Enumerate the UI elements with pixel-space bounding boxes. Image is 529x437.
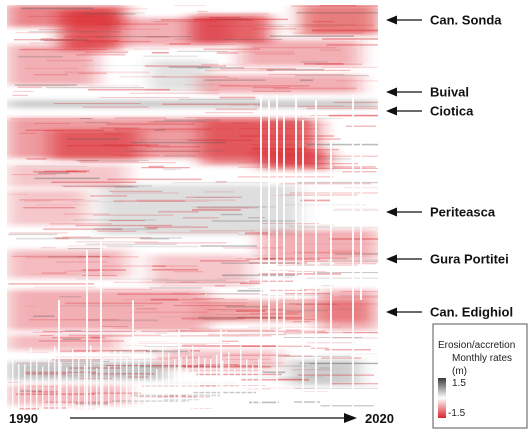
row-label-group: Can. Sonda Buival Ciotica Periteasca Gura Po… <box>386 13 513 320</box>
row-label-ciotica: Ciotica <box>430 104 474 119</box>
x-start-label: 1990 <box>9 411 38 426</box>
row-label-buival: Buival <box>430 85 469 100</box>
time-arrow-icon <box>344 413 357 423</box>
x-end-label: 2020 <box>365 411 394 426</box>
row-label-periteasca: Periteasca <box>430 205 496 220</box>
row-pointer-arrow-icon-periteasca <box>386 207 397 217</box>
legend-box <box>432 323 528 429</box>
heatmap-plot <box>7 5 378 410</box>
legend-max-label: 1.5 <box>452 378 466 389</box>
time-axis: 1990 2020 <box>9 411 394 426</box>
row-pointer-arrow-icon-gura-portitei <box>386 254 397 264</box>
heatmap-row-streaks <box>7 5 378 410</box>
row-label-can-edighiol: Can. Edighiol <box>430 305 513 320</box>
legend-colorbar <box>438 378 446 418</box>
row-pointer-arrow-icon-can-sonda <box>386 15 397 25</box>
row-label-can-sonda: Can. Sonda <box>430 13 502 28</box>
heatmap-data-gaps <box>12 95 362 410</box>
legend: Erosion/accretion Monthly rates (m) 1.5 … <box>432 323 528 429</box>
row-pointer-arrow-icon-can-edighiol <box>386 307 397 317</box>
row-pointer-arrow-icon-ciotica <box>386 106 397 116</box>
legend-title: Erosion/accretion <box>438 340 515 351</box>
legend-unit: (m) <box>452 366 467 377</box>
legend-min-label: -1.5 <box>448 408 466 419</box>
legend-subtitle: Monthly rates <box>452 353 512 364</box>
row-label-gura-portitei: Gura Portitei <box>430 252 509 267</box>
row-pointer-arrow-icon-buival <box>386 87 397 97</box>
